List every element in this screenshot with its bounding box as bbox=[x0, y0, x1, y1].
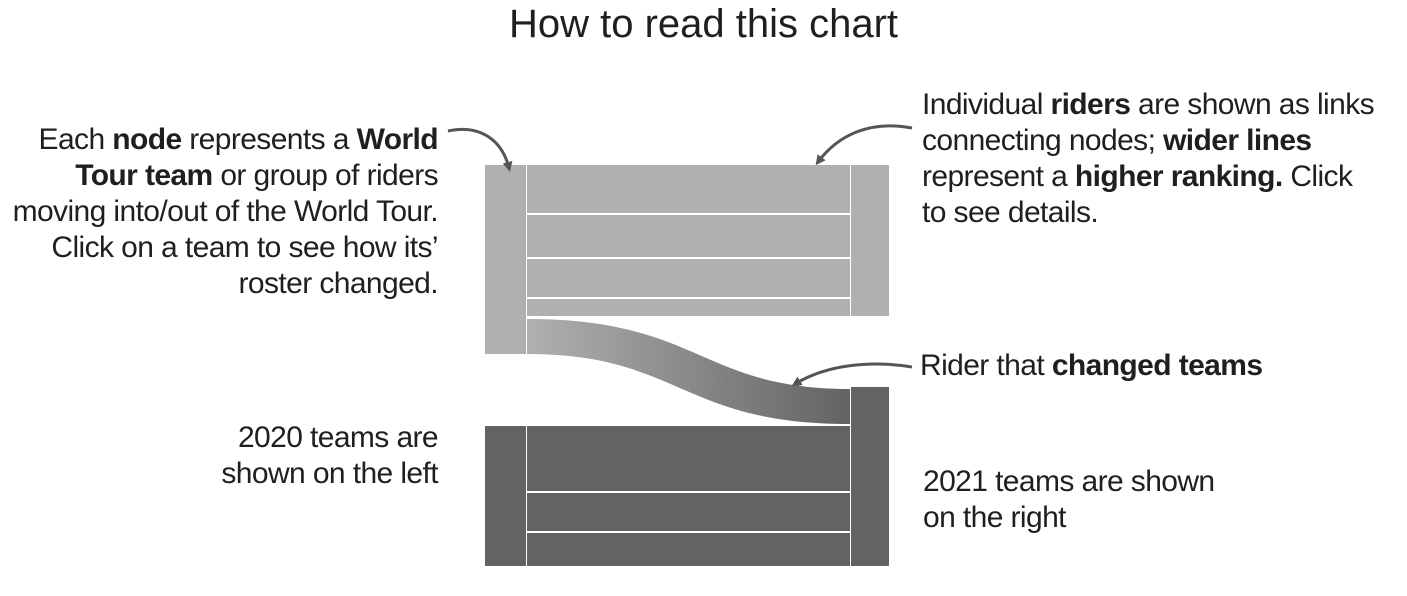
chart-title: How to read this chart bbox=[508, 2, 899, 46]
rider-links-kept-light[interactable] bbox=[527, 165, 850, 316]
team-2020-dark-group bbox=[485, 387, 889, 566]
team-2020-light-group bbox=[485, 165, 889, 354]
node-2020-dark-team[interactable] bbox=[485, 426, 526, 566]
arrow-to-changed-link-icon bbox=[791, 362, 913, 387]
note-changed-teams: Rider that changed teams bbox=[920, 349, 1263, 382]
rider-link-changed-team[interactable] bbox=[527, 319, 850, 424]
node-2020-light-team[interactable] bbox=[485, 165, 526, 354]
note-riders: Individual riders are shown as links con… bbox=[922, 88, 1375, 229]
note-node: Each node represents a World Tour team o… bbox=[12, 123, 439, 300]
note-right-2021: 2021 teams are shown on the right bbox=[923, 465, 1215, 534]
note-left-2020: 2020 teams are shown on the left bbox=[221, 421, 438, 490]
arrow-to-links-icon bbox=[815, 124, 913, 166]
rider-links-kept-dark[interactable] bbox=[527, 426, 850, 566]
node-2021-dark-team[interactable] bbox=[851, 387, 889, 566]
arrow-to-node-icon bbox=[447, 127, 513, 172]
node-2021-light-team[interactable] bbox=[851, 165, 889, 316]
